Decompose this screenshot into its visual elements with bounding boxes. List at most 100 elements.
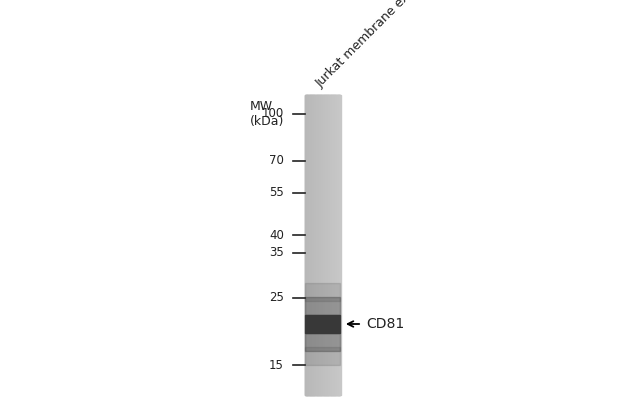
Bar [317, 95, 318, 395]
Bar [328, 95, 329, 395]
Bar [306, 95, 307, 395]
Bar [333, 95, 334, 395]
Text: 100: 100 [262, 107, 284, 120]
Bar [305, 95, 306, 395]
Bar [320, 95, 321, 395]
Bar [329, 95, 330, 395]
Bar [335, 95, 336, 395]
Bar [326, 95, 327, 395]
Bar [315, 95, 316, 395]
Bar [339, 95, 340, 395]
Bar [323, 95, 324, 395]
Bar [316, 95, 317, 395]
Bar [331, 95, 332, 395]
Bar [328, 95, 329, 395]
Bar [329, 95, 330, 395]
Bar [307, 95, 308, 395]
Bar [314, 95, 315, 395]
Bar [322, 95, 323, 395]
Bar [315, 95, 316, 395]
Bar [306, 95, 307, 395]
Bar [321, 95, 322, 395]
Bar [320, 95, 321, 395]
Bar [313, 95, 314, 395]
Bar [321, 95, 322, 395]
Bar [327, 95, 328, 395]
Bar [333, 95, 334, 395]
Bar [312, 95, 313, 395]
Bar [322, 95, 323, 395]
Bar [336, 95, 337, 395]
Bar [316, 95, 317, 395]
Bar [329, 95, 330, 395]
Bar [312, 95, 313, 395]
Text: 70: 70 [269, 154, 284, 167]
Bar [332, 95, 333, 395]
Bar [330, 95, 332, 395]
Text: 15: 15 [269, 359, 284, 372]
Bar [334, 95, 335, 395]
Bar [311, 95, 312, 395]
Bar [311, 95, 312, 395]
Bar [335, 95, 336, 395]
Bar [332, 95, 333, 395]
Bar [324, 95, 325, 395]
Bar [335, 95, 336, 395]
Bar [326, 95, 327, 395]
Bar [311, 95, 312, 395]
Bar [307, 95, 308, 395]
Bar [306, 95, 307, 395]
Bar [318, 95, 319, 395]
Bar [323, 95, 324, 395]
Bar [332, 95, 333, 395]
Bar [325, 95, 326, 395]
Bar [323, 95, 324, 395]
Bar [318, 95, 319, 395]
Text: CD81: CD81 [366, 317, 404, 331]
Bar [339, 95, 340, 395]
Bar [338, 95, 339, 395]
Bar [338, 95, 339, 395]
Bar [337, 95, 338, 395]
Bar [319, 95, 320, 395]
Bar [334, 95, 335, 395]
Bar [321, 95, 322, 395]
Bar [310, 95, 311, 395]
Bar [320, 95, 321, 395]
Bar [308, 95, 309, 395]
Bar [317, 95, 318, 395]
Bar [309, 95, 310, 395]
Bar [305, 333, 340, 351]
Bar [337, 95, 338, 395]
Bar [305, 282, 340, 301]
Bar [307, 95, 308, 395]
Bar [324, 95, 325, 395]
Bar [315, 95, 316, 395]
Bar [320, 95, 321, 395]
Bar [309, 95, 310, 395]
Bar [309, 95, 310, 395]
Bar [325, 95, 326, 395]
Bar [331, 95, 332, 395]
Bar [330, 95, 331, 395]
Text: 55: 55 [269, 186, 284, 199]
Bar [319, 95, 320, 395]
Bar [327, 95, 328, 395]
Bar [305, 95, 306, 395]
Bar [338, 95, 339, 395]
Bar [312, 95, 313, 395]
Bar [313, 95, 314, 395]
Bar [310, 95, 311, 395]
Bar [324, 95, 326, 395]
Bar [336, 95, 337, 395]
Bar [337, 95, 338, 395]
Bar [314, 95, 315, 395]
Bar [325, 95, 326, 395]
Bar [327, 95, 328, 395]
Bar [339, 95, 340, 395]
Bar [310, 95, 311, 395]
Bar [308, 95, 309, 395]
Bar [317, 95, 318, 395]
Bar [315, 95, 316, 395]
Bar [309, 95, 310, 395]
